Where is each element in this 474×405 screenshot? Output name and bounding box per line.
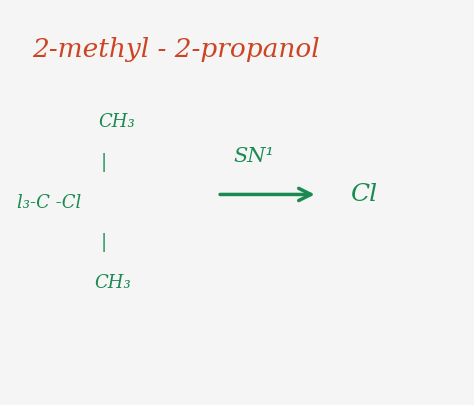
Text: CH₃: CH₃ — [94, 274, 131, 292]
Text: CH₃: CH₃ — [99, 113, 136, 131]
Text: Cl: Cl — [350, 183, 377, 206]
Text: SN¹: SN¹ — [233, 147, 274, 166]
Text: |: | — [100, 233, 106, 252]
Text: 2-methyl - 2-propanol: 2-methyl - 2-propanol — [32, 37, 320, 62]
Text: l₃-C -Cl: l₃-C -Cl — [17, 194, 81, 211]
Text: |: | — [100, 153, 106, 172]
